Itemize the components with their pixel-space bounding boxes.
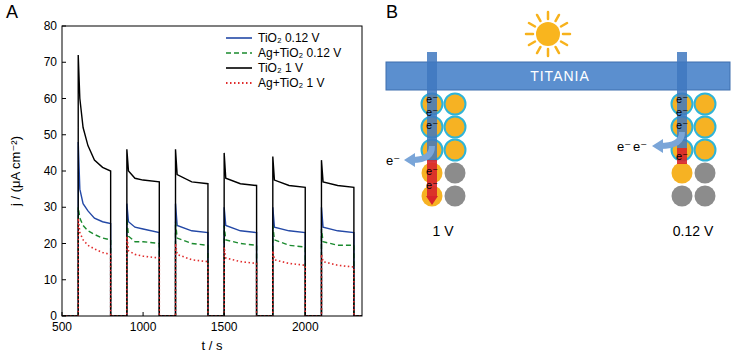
series-line (62, 55, 362, 316)
y-tick (62, 134, 66, 135)
y-tick (62, 207, 66, 208)
y-tick (62, 98, 66, 99)
electron-arrowhead (652, 139, 663, 153)
y-tick (62, 316, 66, 317)
electron-label: e⁻ (676, 119, 688, 131)
y-tick-label: 50 (44, 128, 58, 142)
sun-ray (537, 47, 541, 53)
plot-frame (62, 26, 362, 316)
electron-label: e⁻ (386, 153, 400, 168)
legend-label: Ag+TiO₂ 1 V (258, 76, 325, 90)
panel-letter: A (6, 2, 18, 22)
molecule (695, 186, 716, 207)
legend-label: TiO₂ 1 V (258, 61, 303, 75)
y-tick (62, 171, 66, 172)
series-line (62, 218, 362, 316)
electron-arrowhead (404, 153, 415, 167)
y-tick (62, 26, 66, 27)
sun-ray (537, 15, 541, 21)
electron-label: e⁻ (426, 165, 438, 177)
series-line (62, 207, 362, 316)
molecule (445, 117, 466, 138)
y-tick (62, 243, 66, 244)
molecule (445, 163, 466, 184)
panel-letter: B (386, 2, 398, 22)
sun-ray (529, 42, 535, 46)
x-tick (143, 312, 144, 316)
electron-arrow (660, 132, 682, 146)
sun-ray (529, 23, 535, 27)
sun-ray (526, 33, 533, 36)
electron-label: e⁻ (633, 139, 647, 154)
molecule (445, 140, 466, 161)
legend-label: TiO₂ 0.12 V (258, 31, 320, 45)
y-tick-label: 10 (44, 273, 58, 287)
molecule (695, 163, 716, 184)
x-tick (305, 312, 306, 316)
molecule (672, 186, 693, 207)
legend-swatch (226, 52, 252, 54)
sun (536, 22, 560, 46)
y-tick-label: 80 (44, 19, 58, 33)
x-axis-title: t / s (202, 338, 223, 353)
x-tick (224, 312, 225, 316)
y-tick-label: 30 (44, 200, 58, 214)
electron-label: e⁻ (676, 106, 688, 118)
electron-label: e⁻ (426, 179, 438, 191)
electron-label: e⁻ (426, 93, 438, 105)
y-tick-label: 60 (44, 92, 58, 106)
molecule (445, 94, 466, 115)
electron-label: e⁻ (676, 150, 688, 162)
molecule (445, 186, 466, 207)
plot-lines (62, 55, 362, 316)
sun-ray (563, 33, 570, 36)
y-axis-title: j / (μA cm⁻²) (8, 136, 23, 207)
sun-ray (556, 15, 560, 21)
legend-label: Ag+TiO₂ 0.12 V (258, 46, 341, 60)
legend-swatch (226, 67, 252, 69)
sun-ray (556, 47, 560, 53)
molecule (695, 140, 716, 161)
x-tick-label: 1000 (130, 320, 157, 334)
electron-label: e⁻ (426, 119, 438, 131)
sun-ray (561, 23, 567, 27)
electron-label: e⁻ (676, 93, 688, 105)
electron-label: e⁻ (426, 106, 438, 118)
molecule (695, 94, 716, 115)
x-tick-label: 2000 (292, 320, 319, 334)
molecule (672, 163, 693, 184)
x-tick-label: 1500 (211, 320, 238, 334)
y-tick-label: 70 (44, 55, 58, 69)
bias-label: 0.12 V (673, 223, 714, 239)
bias-label: 1 V (432, 223, 454, 239)
titania-label: TITANIA (530, 68, 590, 84)
sun-ray (547, 12, 550, 19)
sun-ray (561, 42, 567, 46)
figure: A50010001500200001020304050607080t / sj … (0, 0, 741, 361)
sun-ray (547, 49, 550, 56)
down-arrowhead (426, 196, 438, 205)
x-tick (62, 312, 63, 316)
legend: TiO₂ 0.12 VAg+TiO₂ 0.12 VTiO₂ 1 VAg+TiO₂… (226, 31, 341, 90)
series-line (62, 142, 362, 316)
y-tick-label: 40 (44, 164, 58, 178)
y-tick (62, 279, 66, 280)
legend-swatch (226, 37, 252, 39)
legend-swatch (226, 82, 252, 84)
y-tick (62, 62, 66, 63)
electron-label: e⁻ (617, 139, 631, 154)
y-tick-label: 0 (50, 309, 57, 323)
molecule (695, 117, 716, 138)
y-tick-label: 20 (44, 237, 58, 251)
